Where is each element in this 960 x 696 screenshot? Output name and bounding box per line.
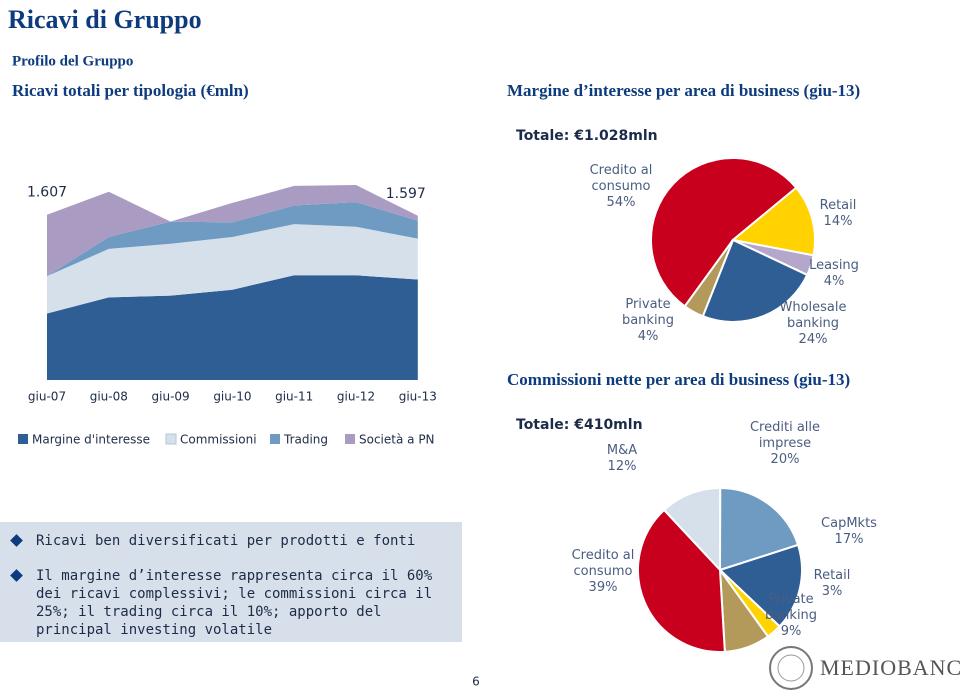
slice-label: Retail 3% (787, 568, 877, 600)
slice-name: Leasing (809, 258, 859, 273)
slice-name: Wholesale banking (779, 300, 847, 331)
x-tick-label: giu-08 (90, 390, 128, 404)
slice-value: 4% (637, 329, 659, 344)
x-tick-label: giu-10 (213, 390, 251, 404)
slice-label: Retail 14% (793, 198, 883, 230)
slice-value: 20% (770, 452, 800, 467)
pie-slice (718, 486, 800, 572)
section: Profilo del Gruppo (12, 53, 133, 69)
legend-swatch (345, 434, 355, 444)
chart-title: Ricavi totali per tipologia (€mln) (12, 81, 249, 100)
chart-subtitle: Totale: €1.028mln (516, 128, 658, 144)
x-tick-label: giu-11 (275, 390, 313, 404)
logo-seal (777, 654, 805, 682)
slice-value: 54% (606, 195, 636, 210)
legend-swatch (165, 433, 177, 445)
x-tick-label: giu-13 (399, 390, 437, 404)
bullet: Il margine d’interesse rappresenta circa… (36, 567, 456, 639)
slice-value: 24% (798, 332, 828, 347)
pie-slice (662, 486, 722, 573)
legend-label: Trading (283, 433, 328, 447)
slide-title: Ricavi di Gruppo (8, 5, 202, 34)
x-tick-label: giu-07 (28, 390, 66, 404)
slice-name: Private banking (621, 297, 675, 328)
area (47, 275, 418, 380)
pie-slice (701, 238, 809, 323)
slice-name: M&A (606, 443, 638, 458)
x-tick-label: giu-12 (337, 390, 375, 404)
slice-value: 3% (821, 584, 843, 599)
logo: MEDIOBANCA (820, 655, 960, 680)
slice-label: Credito al consumo 54% (576, 163, 666, 211)
area (47, 224, 418, 314)
pie-slice (637, 508, 726, 653)
legend-label: Commissioni (180, 433, 257, 447)
slice-value: 39% (588, 580, 618, 595)
slice-name: Private banking (764, 592, 818, 623)
slice-label: CapMkts 17% (804, 516, 894, 548)
chart-subtitle: Totale: €410mln (516, 417, 643, 433)
chart-title: Commissioni nette per area di business (… (507, 370, 850, 389)
slice-name: Retail (813, 568, 851, 583)
slice-name: CapMkts (821, 516, 877, 531)
pie-slice (650, 157, 798, 308)
slice-value: 14% (823, 214, 853, 229)
slice-name: Credito al consumo (589, 163, 653, 194)
slice-label: Crediti alle imprese 20% (740, 420, 830, 468)
area (47, 202, 418, 277)
legend-label: Margine d'interesse (32, 433, 150, 447)
pie-slice (718, 543, 803, 628)
slice-name: Retail (819, 198, 857, 213)
slice-value: 12% (607, 459, 637, 474)
chart-title: Margine d’interesse per area di business… (507, 81, 860, 100)
page-number: 6 (472, 675, 480, 689)
legend-label: Società a PN (359, 433, 435, 447)
slice-value: 4% (823, 274, 845, 289)
area (47, 185, 418, 277)
slice-label: Credito al consumo 39% (558, 548, 648, 596)
bullet-box: Ricavi ben diversificati per prodotti e … (0, 522, 462, 642)
total-label: 1.607 (27, 185, 67, 201)
slice-name: Crediti alle imprese (749, 420, 821, 451)
slice-label: Leasing 4% (789, 258, 879, 290)
slice-label: Private banking 9% (746, 592, 836, 640)
pie-slice (683, 239, 734, 318)
total-label: 1.597 (386, 186, 426, 202)
legend-swatch (270, 434, 280, 444)
logo-seal (769, 646, 813, 690)
bullet: Ricavi ben diversificati per prodotti e … (36, 532, 456, 550)
slice-name: Credito al consumo (571, 548, 635, 579)
pie-slice (730, 186, 816, 257)
x-tick-label: giu-09 (152, 390, 190, 404)
slice-label: Private banking 4% (603, 297, 693, 345)
slice-value: 9% (780, 624, 802, 639)
slice-label: Wholesale banking 24% (768, 300, 858, 348)
legend-swatch (18, 434, 28, 444)
slice-value: 17% (834, 532, 864, 547)
slice-label: M&A 12% (577, 443, 667, 475)
